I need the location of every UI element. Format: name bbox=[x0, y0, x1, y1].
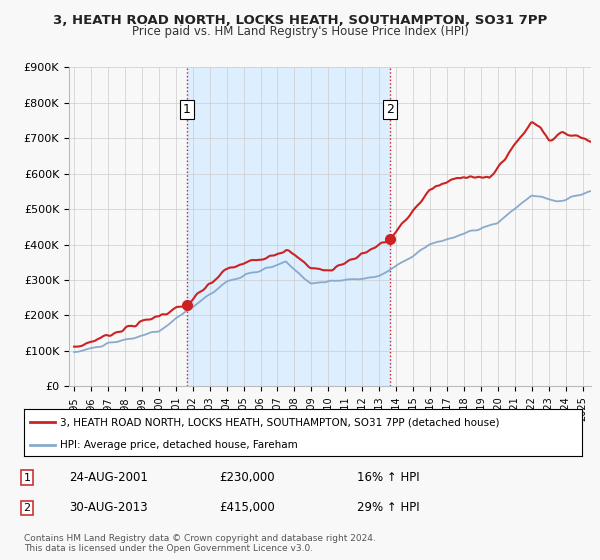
Text: £415,000: £415,000 bbox=[219, 501, 275, 515]
Text: HPI: Average price, detached house, Fareham: HPI: Average price, detached house, Fare… bbox=[60, 440, 298, 450]
Text: 1: 1 bbox=[23, 473, 31, 483]
Text: Contains HM Land Registry data © Crown copyright and database right 2024.
This d: Contains HM Land Registry data © Crown c… bbox=[24, 534, 376, 553]
Text: 2: 2 bbox=[23, 503, 31, 513]
Text: 24-AUG-2001: 24-AUG-2001 bbox=[69, 471, 148, 484]
Text: 1: 1 bbox=[183, 103, 191, 116]
Text: £230,000: £230,000 bbox=[219, 471, 275, 484]
Text: 2: 2 bbox=[386, 103, 394, 116]
Text: Price paid vs. HM Land Registry's House Price Index (HPI): Price paid vs. HM Land Registry's House … bbox=[131, 25, 469, 38]
Bar bbox=[187, 67, 391, 386]
Text: 30-AUG-2013: 30-AUG-2013 bbox=[69, 501, 148, 515]
Text: 16% ↑ HPI: 16% ↑ HPI bbox=[357, 471, 419, 484]
Text: 29% ↑ HPI: 29% ↑ HPI bbox=[357, 501, 419, 515]
Text: 3, HEATH ROAD NORTH, LOCKS HEATH, SOUTHAMPTON, SO31 7PP: 3, HEATH ROAD NORTH, LOCKS HEATH, SOUTHA… bbox=[53, 14, 547, 27]
Text: 3, HEATH ROAD NORTH, LOCKS HEATH, SOUTHAMPTON, SO31 7PP (detached house): 3, HEATH ROAD NORTH, LOCKS HEATH, SOUTHA… bbox=[60, 417, 500, 427]
